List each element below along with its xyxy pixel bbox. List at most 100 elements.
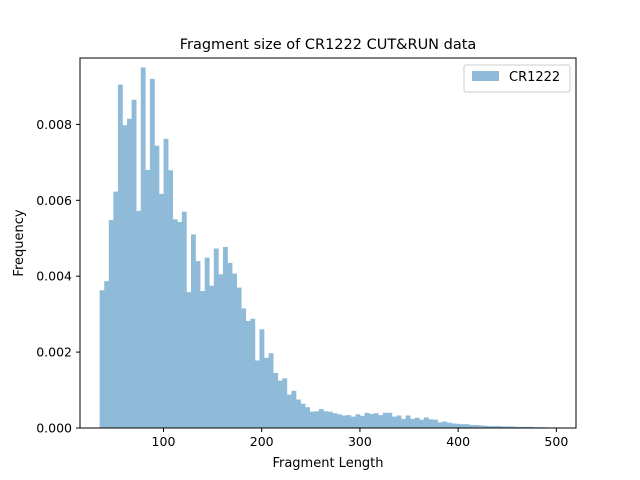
histogram-bar (286, 394, 292, 428)
histogram-bar (528, 426, 534, 428)
histogram-bar (259, 329, 265, 428)
histogram-bar (369, 413, 374, 428)
histogram-bar (291, 390, 297, 428)
histogram-bar (300, 403, 306, 428)
histogram-bar (410, 418, 416, 428)
histogram-bar (282, 378, 288, 428)
histogram-bar (346, 415, 352, 428)
histogram-bar (478, 425, 484, 428)
histogram-bar (492, 426, 498, 428)
histogram-bar (451, 423, 457, 428)
histogram-bar (163, 138, 169, 428)
histogram-bar (373, 413, 379, 428)
histogram-bar (264, 357, 269, 428)
histogram-bar (227, 262, 233, 428)
y-tick-label: 0.006 (36, 193, 72, 208)
histogram-bar (108, 220, 114, 428)
y-tick-label: 0.004 (36, 269, 72, 284)
histogram-bar (122, 125, 128, 429)
histogram-bar (483, 425, 489, 428)
histogram-bar (245, 320, 251, 428)
histogram-bar (296, 399, 301, 428)
histogram-bar (277, 380, 283, 428)
histogram-bar (442, 421, 448, 428)
chart-title: Fragment size of CR1222 CUT&RUN data (180, 37, 477, 53)
histogram-bar (318, 409, 324, 428)
y-axis-label: Frequency (12, 209, 27, 276)
histogram-bar (136, 210, 142, 428)
histogram-bar (501, 426, 507, 428)
x-tick-label: 400 (446, 434, 470, 449)
histogram-bar (309, 411, 315, 428)
y-tick-label: 0.000 (36, 421, 72, 436)
histogram-bar (181, 211, 187, 428)
histogram-bar (341, 415, 347, 428)
histogram-bar (524, 426, 530, 428)
x-axis-label: Fragment Length (272, 456, 383, 471)
histogram-bar (190, 234, 196, 428)
histogram-bar (222, 246, 228, 428)
legend-label: CR1222 (509, 70, 560, 85)
histogram-bar (177, 221, 183, 428)
histogram-bar (99, 290, 105, 428)
histogram-bar (209, 285, 215, 428)
histogram-bar (268, 353, 274, 428)
histogram-bar (314, 411, 320, 428)
histogram-bar (159, 193, 164, 428)
histogram-bar (172, 219, 178, 428)
histogram-bar (474, 424, 480, 428)
histogram-bar (378, 415, 384, 428)
histogram-bar (359, 415, 365, 428)
histogram-bar (469, 424, 475, 428)
histogram-bar (168, 170, 174, 428)
histogram-bar (391, 416, 397, 428)
histogram-bar (186, 292, 192, 428)
histogram-bar (382, 412, 388, 428)
histogram-bar (487, 426, 493, 428)
histogram-bar (145, 169, 151, 428)
histogram-bar (405, 415, 411, 428)
histogram-bar (460, 424, 466, 428)
histogram-bar (232, 273, 237, 428)
histogram-bar (515, 426, 521, 428)
histogram-bar (305, 407, 311, 428)
x-tick-label: 500 (544, 434, 568, 449)
histogram-bar (236, 287, 242, 428)
histogram-bars (99, 67, 557, 429)
y-tick-label: 0.002 (36, 345, 72, 360)
histogram-bar (396, 415, 402, 428)
histogram-bar (113, 191, 119, 428)
legend: CR1222 (463, 64, 571, 93)
histogram-bar (104, 281, 110, 428)
legend-swatch (472, 71, 499, 81)
histogram-bar (387, 412, 393, 428)
histogram-bar (204, 257, 210, 428)
histogram-bar (328, 411, 333, 428)
histogram-bar (446, 422, 452, 428)
histogram-bar (506, 426, 511, 428)
histogram-bar (154, 145, 160, 428)
histogram-bar (428, 419, 434, 428)
histogram-bar (200, 291, 205, 428)
histogram-bar (337, 414, 342, 428)
histogram-bar (355, 414, 361, 428)
histogram-bar (510, 426, 516, 428)
histogram-bar (131, 99, 137, 429)
histogram-bar (519, 426, 525, 428)
histogram-bar (455, 423, 461, 428)
x-tick-label: 300 (348, 434, 372, 449)
y-axis-ticks: 0.000 0.002 0.004 0.006 0.008 (36, 117, 80, 436)
y-tick-label: 0.008 (36, 117, 72, 132)
histogram-bar (254, 360, 260, 428)
histogram-bar (127, 118, 132, 428)
histogram-bar (250, 318, 256, 428)
histogram-bar (195, 261, 201, 428)
histogram-bar (332, 413, 338, 428)
histogram-bar (241, 308, 247, 428)
histogram-bar (401, 418, 406, 428)
histogram-bar (423, 417, 429, 428)
histogram-bar (465, 424, 470, 428)
plot-frame (79, 57, 577, 429)
histogram-bar (433, 419, 438, 428)
